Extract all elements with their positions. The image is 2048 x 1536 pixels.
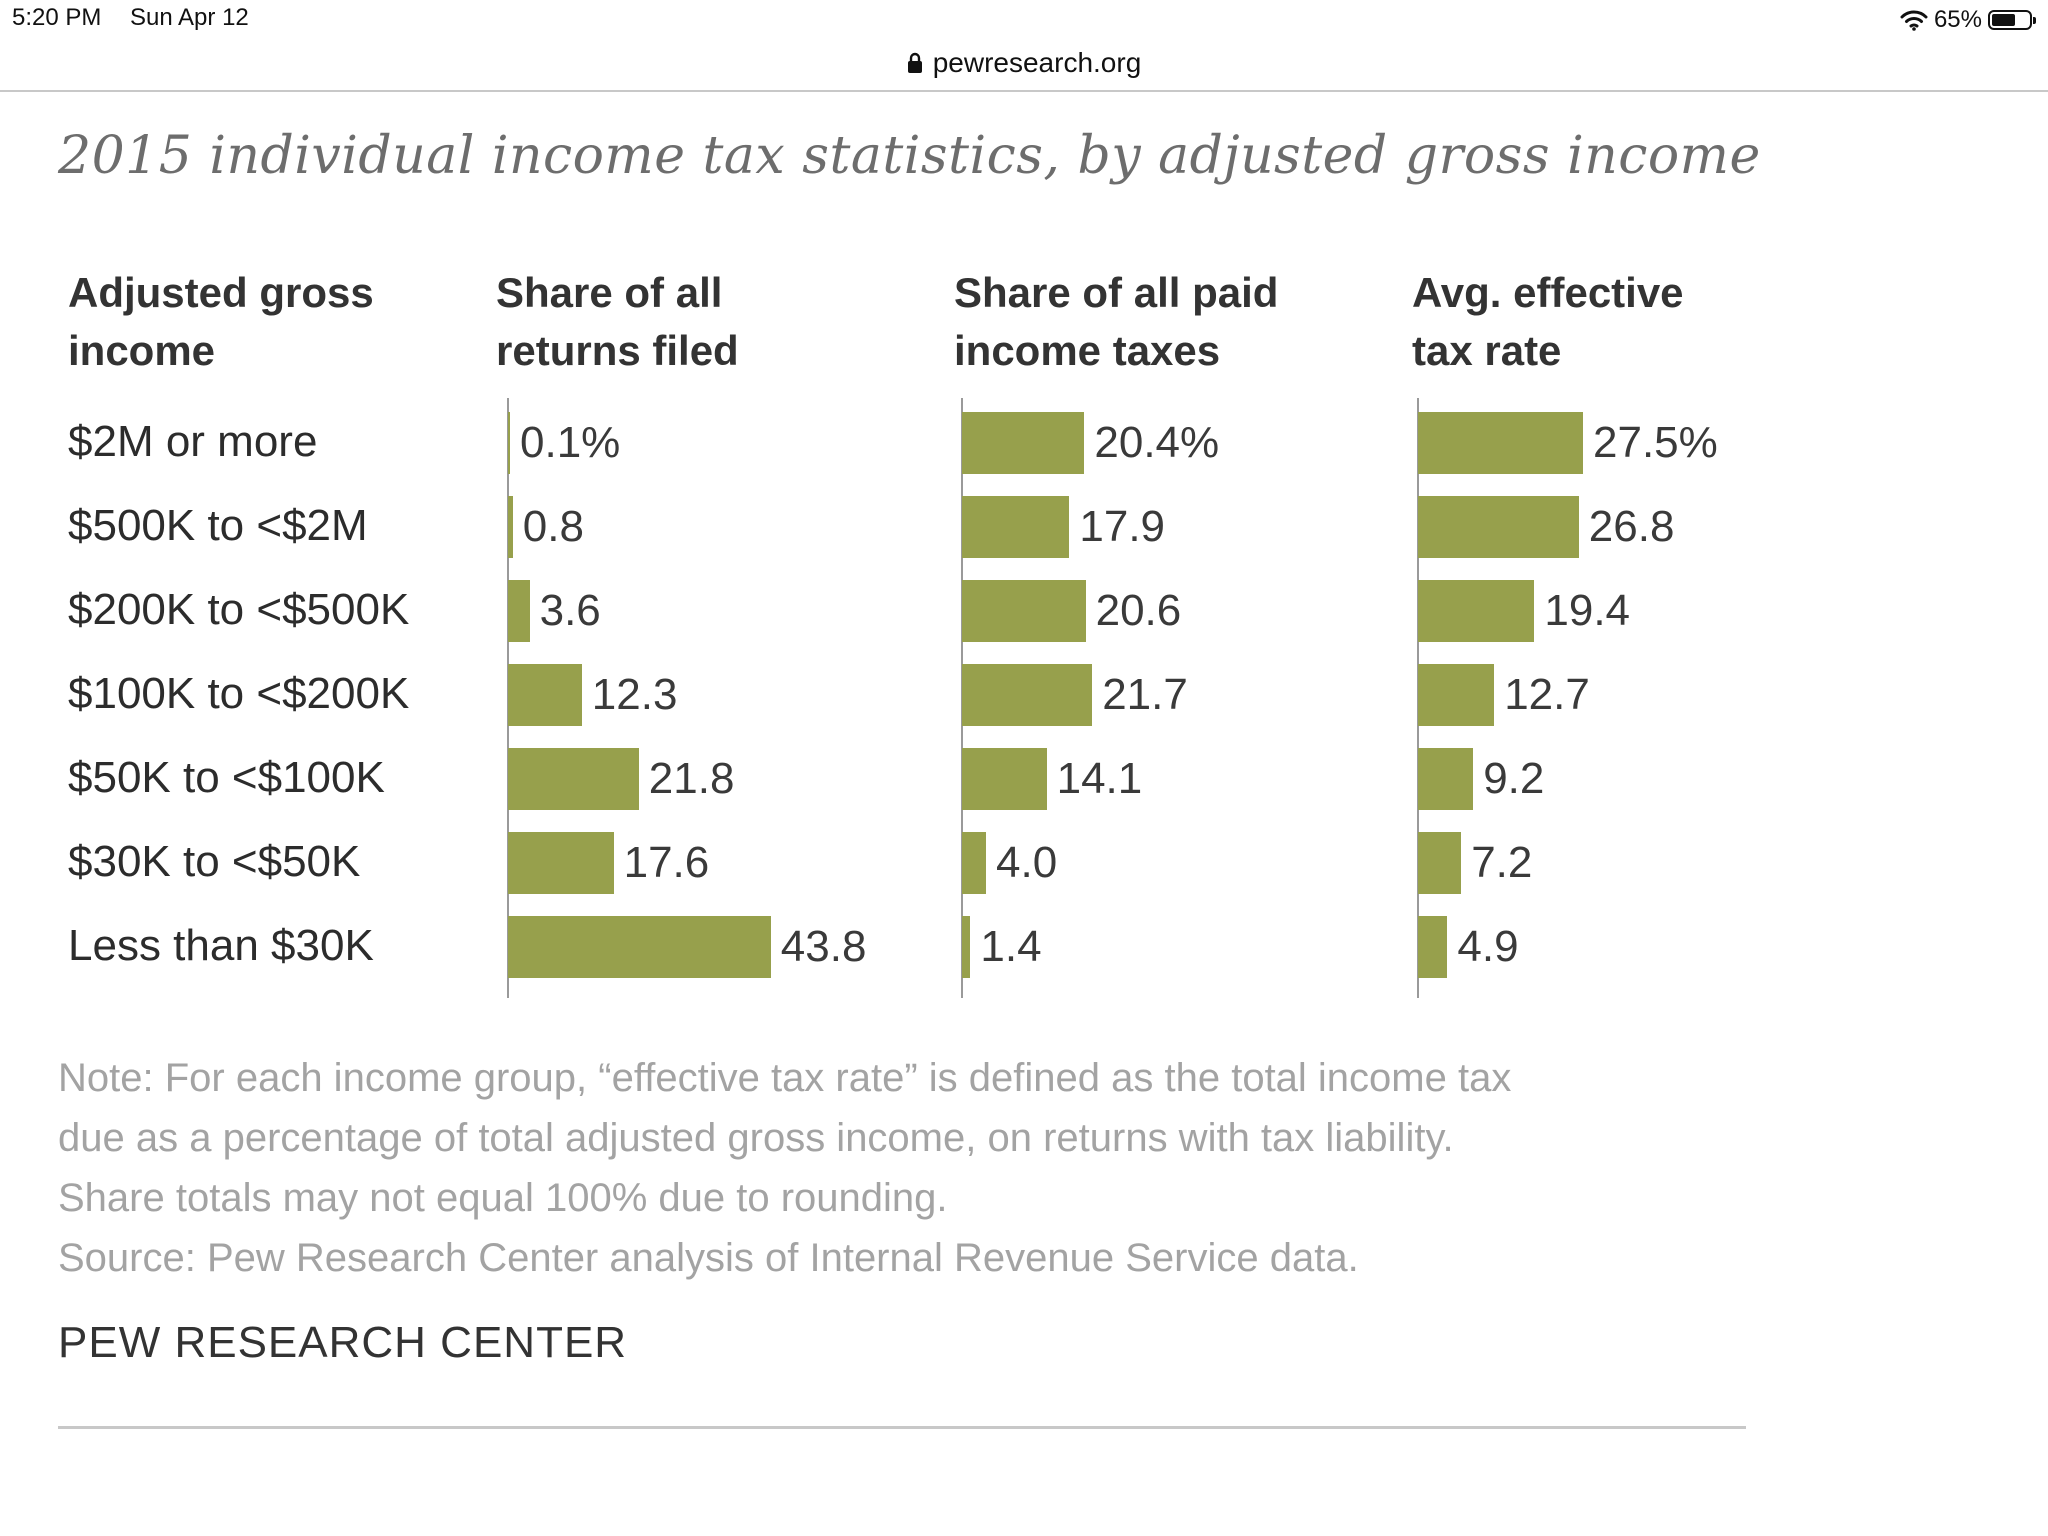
- status-time: 5:20 PM: [12, 4, 102, 31]
- bar: [508, 916, 771, 978]
- header-share-returns: Share of all returns filed: [496, 269, 739, 374]
- bar: [508, 748, 639, 810]
- bar: [508, 412, 510, 474]
- status-bar: 5:20 PM Sun Apr 12 65%: [0, 0, 2048, 40]
- address-bar[interactable]: pewresearch.org: [0, 36, 2048, 90]
- status-right-group: 65%: [1900, 4, 2036, 36]
- bar-value-label: 21.7: [1102, 670, 1188, 719]
- bar: [962, 748, 1047, 810]
- bar-value-label: 1.4: [980, 922, 1042, 971]
- battery-percentage: 65%: [1933, 6, 1982, 33]
- bar: [1418, 664, 1495, 726]
- row-label: $100K to <$200K: [68, 669, 410, 718]
- bar: [508, 580, 530, 642]
- bar-value-label: 12.3: [591, 670, 678, 719]
- bar-value-label: 7.2: [1471, 838, 1533, 887]
- note-line: Note: For each income group, “effective …: [58, 1056, 1512, 1100]
- battery-icon: [1988, 10, 2036, 30]
- bar: [1418, 916, 1448, 978]
- bar-value-label: 19.4: [1544, 586, 1631, 635]
- bar: [962, 412, 1085, 474]
- row-label: $200K to <$500K: [68, 585, 410, 634]
- bar: [1418, 412, 1583, 474]
- lock-icon: [907, 52, 922, 73]
- bar-value-label: 21.8: [648, 754, 735, 803]
- bottom-divider: [58, 1426, 1746, 1429]
- chart-title: 2015 individual income tax statistics, b…: [58, 126, 1761, 186]
- header-adjusted-gross-income: Adjusted gross income: [68, 269, 374, 374]
- bar-value-label: 14.1: [1056, 754, 1143, 803]
- bar: [508, 496, 513, 558]
- chart-note: Note: For each income group, “effective …: [58, 1048, 1758, 1288]
- bar: [962, 832, 986, 894]
- url-text[interactable]: pewresearch.org: [932, 47, 1142, 78]
- wifi-icon: [1900, 10, 1928, 31]
- bar-value-label: 0.1%: [520, 418, 621, 467]
- source-line: Source: Pew Research Center analysis of …: [58, 1236, 1359, 1280]
- bar: [1418, 748, 1474, 810]
- bar-value-label: 20.6: [1095, 586, 1182, 635]
- battery-level-fill: [1992, 14, 2015, 26]
- note-line: Share totals may not equal 100% due to r…: [58, 1176, 948, 1220]
- bar: [508, 832, 614, 894]
- bar-value-label: 27.5%: [1593, 418, 1718, 467]
- bar-value-label: 9.2: [1483, 754, 1545, 803]
- bar-value-label: 0.8: [522, 502, 584, 551]
- bar-value-label: 4.9: [1457, 922, 1519, 971]
- bar-value-label: 43.8: [780, 922, 867, 971]
- bar-value-label: 3.6: [539, 586, 601, 635]
- bar-value-label: 12.7: [1504, 670, 1590, 719]
- bar: [962, 580, 1086, 642]
- bar-value-label: 17.6: [623, 838, 710, 887]
- bar-value-label: 17.9: [1079, 502, 1166, 551]
- brand-name: PEW RESEARCH CENTER: [58, 1318, 628, 1367]
- bar-value-label: 26.8: [1588, 502, 1675, 551]
- battery-cap: [2033, 17, 2036, 24]
- note-line: due as a percentage of total adjusted gr…: [58, 1116, 1454, 1160]
- status-date: Sun Apr 12: [130, 4, 249, 31]
- bar: [962, 496, 1070, 558]
- row-label: $500K to <$2M: [68, 501, 368, 550]
- bar: [1418, 496, 1579, 558]
- row-label: $50K to <$100K: [68, 753, 385, 802]
- bar-value-label: 20.4%: [1094, 418, 1220, 467]
- browser-chrome-divider: [0, 90, 2048, 92]
- row-label: $2M or more: [68, 417, 318, 466]
- row-label: $30K to <$50K: [68, 837, 361, 886]
- header-effective-rate: Avg. effective tax rate: [1412, 269, 1684, 374]
- bar: [1418, 580, 1535, 642]
- bar: [962, 916, 971, 978]
- row-label: Less than $30K: [68, 921, 374, 970]
- bar-value-label: 4.0: [996, 838, 1058, 887]
- bar: [1418, 832, 1462, 894]
- bar: [508, 664, 582, 726]
- bar: [962, 664, 1093, 726]
- header-share-taxes: Share of all paid income taxes: [954, 269, 1279, 374]
